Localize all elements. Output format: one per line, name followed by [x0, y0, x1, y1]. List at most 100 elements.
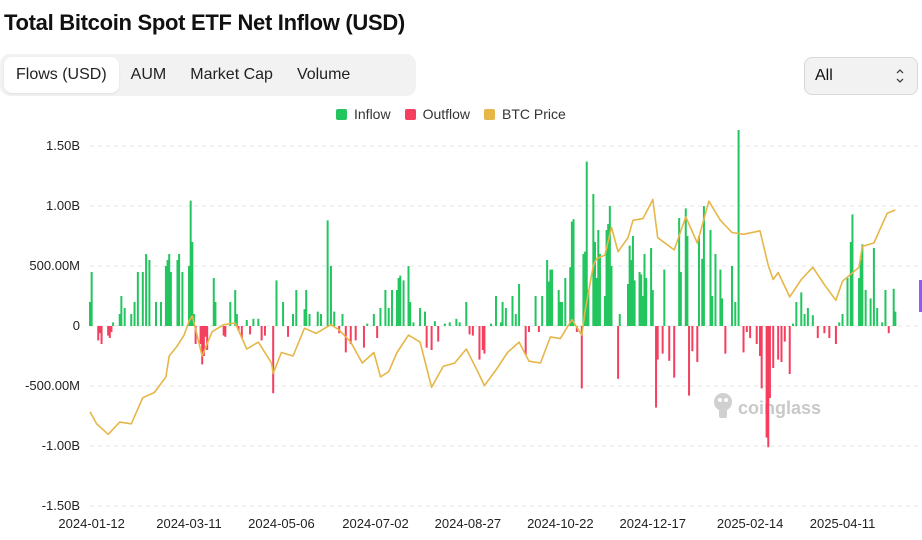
inflow-bar[interactable]	[499, 322, 502, 326]
inflow-bar[interactable]	[252, 318, 255, 326]
inflow-bar[interactable]	[291, 314, 294, 326]
inflow-bar[interactable]	[557, 290, 560, 326]
inflow-bar[interactable]	[245, 320, 248, 326]
etf-flow-chart[interactable]: coinglass 1.50B 1.00B 500.00M 0 -500.00M -1.0…	[0, 130, 922, 540]
inflow-bar[interactable]	[372, 314, 375, 326]
inflow-bar[interactable]	[402, 280, 405, 326]
inflow-bar[interactable]	[651, 290, 654, 326]
inflow-bar[interactable]	[123, 308, 126, 326]
outflow-bar[interactable]	[272, 326, 275, 394]
inflow-bar[interactable]	[734, 302, 737, 326]
inflow-bar[interactable]	[678, 218, 681, 326]
outflow-bar[interactable]	[673, 326, 676, 378]
outflow-bar[interactable]	[668, 326, 671, 361]
inflow-bar[interactable]	[663, 269, 666, 326]
inflow-bar[interactable]	[419, 308, 422, 326]
inflow-bar[interactable]	[851, 214, 854, 326]
outflow-bar[interactable]	[483, 326, 486, 354]
inflow-bar[interactable]	[711, 296, 714, 326]
outflow-bar[interactable]	[344, 326, 347, 353]
inflow-bar[interactable]	[841, 314, 844, 326]
outflow-bar[interactable]	[263, 326, 266, 336]
outflow-bar[interactable]	[362, 326, 365, 348]
inflow-bar[interactable]	[551, 269, 554, 326]
outflow-bar[interactable]	[617, 326, 620, 379]
inflow-bar[interactable]	[869, 298, 872, 326]
inflow-bar[interactable]	[341, 314, 344, 326]
inflow-bar[interactable]	[640, 274, 643, 326]
inflow-bar[interactable]	[846, 278, 849, 326]
inflow-bar[interactable]	[295, 290, 298, 326]
outflow-bar[interactable]	[471, 326, 474, 336]
outflow-bar[interactable]	[755, 326, 758, 344]
tab-volume[interactable]: Volume	[296, 66, 351, 83]
inflow-bar[interactable]	[549, 269, 552, 326]
inflow-bar[interactable]	[541, 296, 544, 326]
inflow-bar[interactable]	[800, 292, 803, 326]
outflow-bar[interactable]	[759, 326, 762, 356]
outflow-bar[interactable]	[580, 326, 583, 389]
inflow-bar[interactable]	[709, 230, 712, 326]
inflow-bar[interactable]	[686, 236, 689, 326]
outflow-bar[interactable]	[688, 326, 691, 396]
inflow-bar[interactable]	[130, 314, 133, 326]
inflow-bar[interactable]	[638, 272, 641, 326]
inflow-bar[interactable]	[534, 296, 537, 326]
inflow-bar[interactable]	[603, 296, 606, 326]
outflow-bar[interactable]	[780, 326, 783, 362]
outflow-bar[interactable]	[97, 326, 100, 341]
inflow-bar[interactable]	[572, 219, 575, 326]
inflow-bar[interactable]	[730, 266, 733, 326]
inflow-bar[interactable]	[257, 318, 260, 326]
inflow-bar[interactable]	[811, 315, 814, 326]
inflow-bar[interactable]	[504, 308, 507, 326]
inflow-bar[interactable]	[872, 248, 875, 326]
inflow-bar[interactable]	[628, 245, 631, 326]
outflow-bar[interactable]	[376, 326, 379, 338]
outflow-bar[interactable]	[772, 326, 775, 368]
inflow-bar[interactable]	[191, 242, 194, 326]
inflow-bar[interactable]	[803, 314, 806, 326]
inflow-bar[interactable]	[608, 206, 611, 326]
outflow-bar[interactable]	[742, 326, 745, 353]
inflow-bar[interactable]	[397, 278, 400, 326]
inflow-bar[interactable]	[229, 302, 232, 326]
inflow-bar[interactable]	[166, 260, 169, 326]
etf-filter-select[interactable]: All	[804, 57, 918, 95]
inflow-bar[interactable]	[627, 284, 629, 326]
inflow-bar[interactable]	[384, 290, 387, 326]
outflow-bar[interactable]	[537, 326, 540, 332]
outflow-bar[interactable]	[783, 326, 786, 342]
inflow-bar[interactable]	[605, 230, 608, 326]
outflow-bar[interactable]	[816, 326, 819, 338]
legend-item-btc-price[interactable]: BTC Price	[484, 106, 566, 122]
inflow-bar[interactable]	[592, 194, 595, 326]
inflow-bar[interactable]	[511, 296, 514, 326]
inflow-bar[interactable]	[320, 314, 323, 326]
outflow-bar[interactable]	[655, 326, 658, 408]
inflow-bar[interactable]	[585, 161, 588, 326]
tab-market-cap[interactable]: Market Cap	[190, 66, 273, 83]
inflow-bar[interactable]	[795, 302, 798, 326]
inflow-bar[interactable]	[329, 266, 332, 326]
inflow-bar[interactable]	[303, 309, 306, 326]
inflow-bar[interactable]	[409, 302, 412, 326]
outflow-bar[interactable]	[249, 326, 252, 335]
outflow-bar[interactable]	[222, 326, 225, 336]
inflow-bar[interactable]	[697, 236, 700, 326]
inflow-bar[interactable]	[234, 290, 237, 326]
inflow-bar[interactable]	[148, 260, 151, 326]
outflow-bar[interactable]	[468, 326, 471, 335]
inflow-bar[interactable]	[490, 323, 493, 326]
outflow-bar[interactable]	[349, 326, 352, 344]
inflow-bar[interactable]	[178, 254, 181, 326]
inflow-bar[interactable]	[407, 266, 410, 326]
tab-flows[interactable]: Flows (USD)	[4, 57, 119, 93]
inflow-bar[interactable]	[112, 322, 115, 326]
inflow-bar[interactable]	[412, 322, 415, 326]
inflow-bar[interactable]	[701, 258, 704, 326]
inflow-bar[interactable]	[633, 280, 636, 326]
inflow-bar[interactable]	[546, 260, 549, 326]
outflow-bar[interactable]	[527, 326, 530, 332]
outflow-bar[interactable]	[354, 326, 357, 341]
